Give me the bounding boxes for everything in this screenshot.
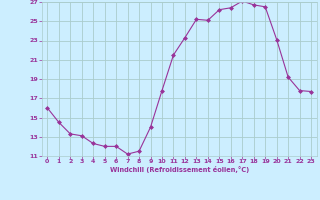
X-axis label: Windchill (Refroidissement éolien,°C): Windchill (Refroidissement éolien,°C) xyxy=(109,166,249,173)
